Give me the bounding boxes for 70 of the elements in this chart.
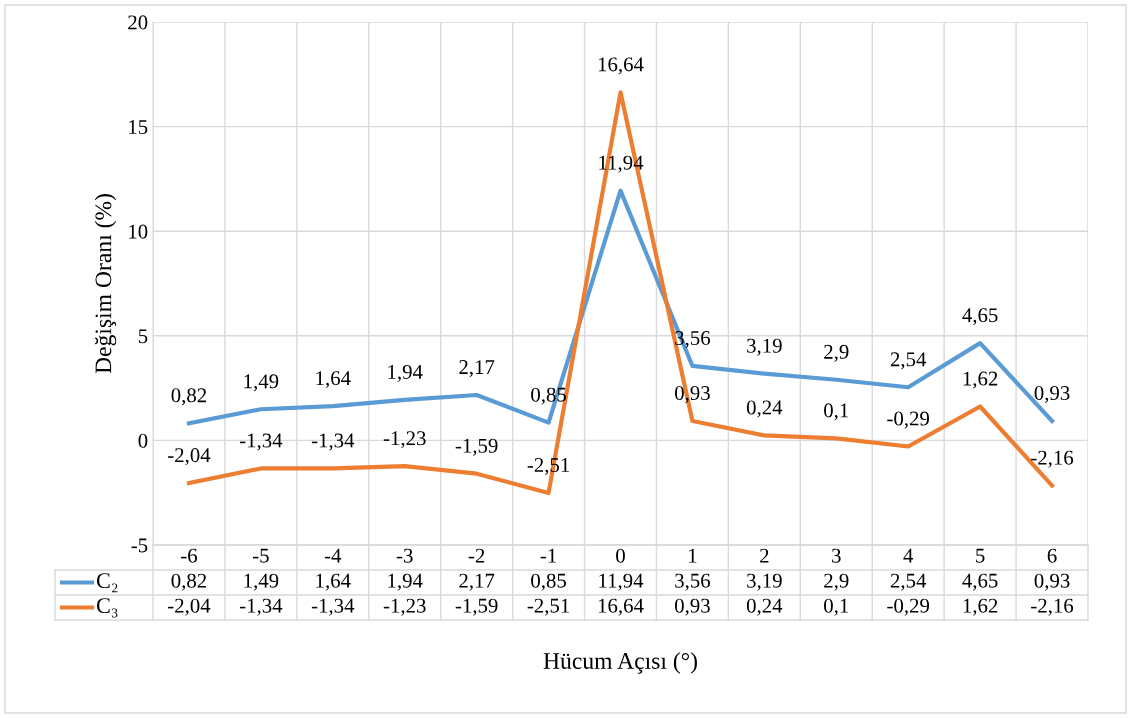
x-tick-label: 1 [689, 548, 697, 563]
text: 2,9 [824, 344, 849, 362]
data-label: 0,24 [746, 598, 783, 616]
x-tick-label: -1 [540, 548, 556, 563]
text: 4,65 [962, 308, 998, 326]
text: 1,49 [244, 374, 279, 392]
text: 0,93 [1034, 385, 1070, 404]
data-label: 1,94 [388, 573, 423, 591]
y-tick-label: 5 [138, 329, 148, 344]
text: 0,24 [746, 400, 783, 418]
x-tick-label: -2 [468, 548, 485, 563]
x-tick-label: -6 [181, 548, 198, 563]
data-label: -2,04 [168, 598, 211, 616]
text: 1,64 [316, 371, 351, 389]
x-tick-label: 2 [760, 548, 769, 563]
data-label: 16,64 [598, 598, 644, 616]
y-tick-label: 15 [129, 120, 148, 135]
data-label: 0,93 [674, 598, 710, 616]
data-label: 1,64 [316, 573, 351, 591]
text: 1,62 [963, 371, 998, 389]
text: 1,94 [388, 364, 423, 382]
text: -1,34 [239, 433, 283, 451]
text: -0,29 [887, 411, 930, 429]
x-tick-label: 5 [976, 548, 985, 563]
legend-label: C₃ [96, 598, 118, 618]
legend-label: C₂ [96, 573, 118, 593]
y-tick-label: 10 [129, 224, 148, 239]
y-tick-label: 0 [138, 433, 148, 448]
x-axis-title: Hücum Açısı (°) [543, 652, 697, 674]
y-tick-label: 20 [128, 15, 148, 30]
data-label: 0,85 [531, 573, 566, 591]
y-axis-title: Değişim Oranı (%) [94, 194, 117, 374]
text: 16,64 [598, 57, 644, 75]
data-label: -1,59 [455, 598, 498, 616]
text: -1,23 [383, 431, 426, 449]
data-label: -1,34 [239, 598, 283, 616]
text: -1,59 [455, 438, 498, 456]
text: -2,16 [1031, 450, 1074, 468]
data-label: -1,34 [311, 598, 355, 616]
text: 0,1 [824, 403, 849, 421]
data-label: -2,16 [1031, 598, 1074, 616]
data-label: -2,51 [527, 598, 570, 616]
text: 2,54 [890, 352, 927, 370]
text: 3,19 [747, 338, 782, 356]
x-tick-label: -4 [324, 548, 342, 563]
data-label: 3,56 [675, 573, 711, 591]
data-label: -1,23 [383, 598, 426, 616]
text: -2,04 [168, 448, 211, 466]
x-tick-label: 6 [1047, 548, 1057, 563]
data-label: 1,49 [244, 573, 279, 591]
data-label: -0,29 [887, 598, 930, 616]
data-label: 2,17 [459, 573, 495, 591]
y-tick-label: -5 [131, 538, 148, 553]
data-label: 3,19 [747, 573, 782, 591]
x-tick-label: -3 [396, 548, 413, 563]
text: -1,34 [311, 433, 355, 451]
text: 2,17 [459, 360, 495, 378]
x-tick-label: 4 [903, 548, 914, 563]
data-label: 0,1 [824, 598, 849, 616]
x-tick-label: -5 [252, 548, 269, 563]
data-label: 0,82 [171, 573, 207, 591]
data-label: 0,93 [1034, 573, 1070, 591]
data-label: 2,9 [824, 573, 849, 591]
data-label: 11,94 [599, 573, 644, 591]
x-tick-label: 3 [832, 548, 841, 563]
data-label: 1,62 [963, 598, 998, 616]
data-label: 4,65 [962, 573, 998, 591]
data-label: 2,54 [890, 573, 927, 591]
text: 0,82 [171, 388, 207, 406]
x-tick-label: 0 [616, 548, 625, 563]
